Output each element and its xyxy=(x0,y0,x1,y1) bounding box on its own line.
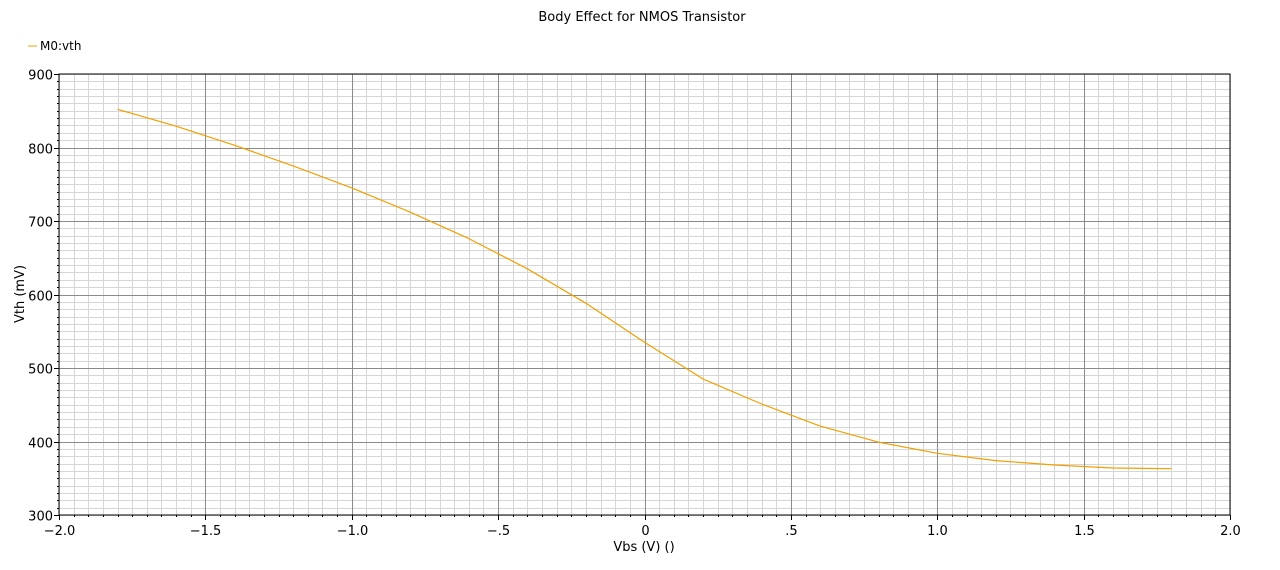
minor-grid xyxy=(59,74,1231,516)
x-tick-label: 1.5 xyxy=(1074,524,1095,539)
plot-area-frame xyxy=(58,73,1231,516)
y-axis-label: Vth (mV) xyxy=(13,265,28,323)
y-tick-label: 500 xyxy=(28,363,53,378)
x-axis-label: Vbs (V) () xyxy=(613,540,674,555)
x-tick-label: 0 xyxy=(641,524,649,539)
y-tick-label: 700 xyxy=(28,216,53,231)
x-tick-label: 2.0 xyxy=(1220,524,1241,539)
y-tick-label: 800 xyxy=(28,143,53,158)
y-tick-label: 400 xyxy=(28,437,53,452)
chart-title: Body Effect for NMOS Transistor xyxy=(538,10,746,25)
series-line-m0-vth xyxy=(117,108,1172,470)
x-tick-label: −2.0 xyxy=(44,524,76,539)
series-layer xyxy=(117,108,1172,470)
x-tick-label: .5 xyxy=(785,524,797,539)
legend-label-m0-vth: M0:vth xyxy=(40,39,81,53)
x-tick-label: −.5 xyxy=(487,524,510,539)
x-tick-label: −1.0 xyxy=(337,524,369,539)
x-tick-label: −1.5 xyxy=(190,524,222,539)
y-tick-label: 600 xyxy=(28,290,53,305)
major-grid xyxy=(59,74,1230,515)
y-tick-label: 900 xyxy=(28,69,53,84)
y-tick-label: 300 xyxy=(28,510,53,525)
x-axis-ticks: −2.0 −1.5 −1.0 −.5 0 .5 1.0 1.5 2.0 xyxy=(44,515,1241,539)
x-tick-label: 1.0 xyxy=(927,524,948,539)
legend[interactable]: M0:vth xyxy=(28,39,81,53)
y-axis-ticks: 300 400 500 600 700 800 900 xyxy=(28,69,59,525)
